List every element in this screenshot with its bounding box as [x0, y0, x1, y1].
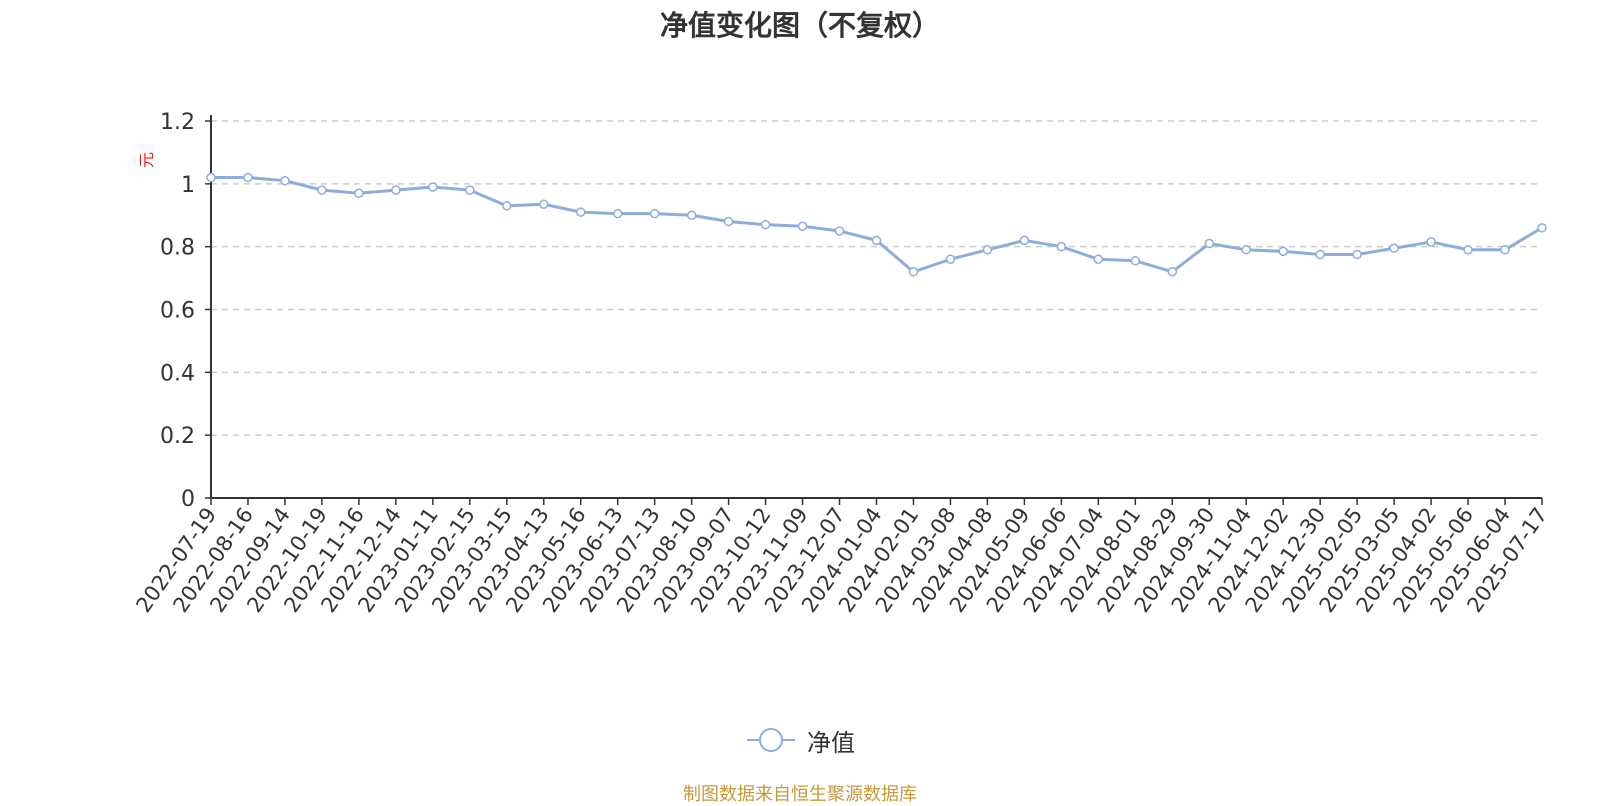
y-axis-label: 元: [137, 152, 156, 168]
data-point[interactable]: [1463, 245, 1473, 255]
data-point[interactable]: [908, 267, 919, 277]
data-point[interactable]: [1130, 256, 1141, 266]
y-tick-labels: 0 0.2 0.4 0.6 0.8 1 1.2: [160, 110, 195, 512]
data-point[interactable]: [428, 182, 438, 192]
series-line: [209, 176, 1544, 274]
data-point[interactable]: [1019, 235, 1030, 246]
data-point[interactable]: [1278, 246, 1288, 257]
data-point[interactable]: [317, 185, 327, 195]
data-point[interactable]: [391, 185, 401, 195]
data-point[interactable]: [612, 208, 623, 219]
data-point[interactable]: [760, 219, 771, 230]
gridlines: [211, 120, 1542, 436]
y-tick-label: 0.2: [160, 424, 195, 449]
y-tick-label: 0: [181, 487, 195, 512]
data-point[interactable]: [945, 254, 956, 264]
data-point[interactable]: [243, 172, 253, 183]
data-point[interactable]: [502, 201, 512, 211]
data-point[interactable]: [1389, 243, 1399, 253]
data-point[interactable]: [1315, 249, 1325, 260]
y-tick-label: 1.2: [160, 110, 195, 135]
data-point[interactable]: [723, 216, 734, 227]
x-tick-labels: 2022-07-192022-08-162022-09-142022-10-19…: [131, 503, 1552, 617]
y-tick-label: 0.6: [160, 299, 195, 324]
legend-line-circle-icon: [747, 728, 795, 752]
data-point[interactable]: [1537, 223, 1547, 233]
data-point[interactable]: [1204, 238, 1214, 249]
legend-label: 净值: [807, 728, 855, 757]
data-point[interactable]: [575, 207, 586, 217]
series-layer: [206, 172, 1547, 277]
data-point[interactable]: [834, 226, 845, 236]
y-tick-label: 1: [181, 173, 195, 198]
data-point[interactable]: [1241, 245, 1251, 255]
data-point[interactable]: [1056, 241, 1067, 252]
data-point[interactable]: [539, 199, 549, 210]
data-point[interactable]: [280, 175, 290, 186]
data-point[interactable]: [686, 210, 697, 220]
data-point[interactable]: [1167, 267, 1178, 277]
data-point[interactable]: [1500, 245, 1510, 255]
data-point[interactable]: [797, 221, 808, 231]
data-point[interactable]: [354, 188, 364, 199]
data-point[interactable]: [982, 245, 993, 255]
data-point[interactable]: [1426, 237, 1436, 247]
data-point[interactable]: [871, 235, 882, 246]
axes: [205, 115, 1543, 505]
legend[interactable]: 净值: [0, 722, 1600, 758]
chart-title: 净值变化图（不复权）: [659, 9, 940, 42]
data-point[interactable]: [1352, 249, 1362, 260]
y-tick-label: 0.4: [160, 361, 195, 386]
data-point[interactable]: [649, 208, 660, 219]
data-point[interactable]: [206, 172, 216, 183]
data-point[interactable]: [1093, 254, 1104, 264]
data-source-note: 制图数据来自恒生聚源数据库: [683, 784, 917, 805]
data-point[interactable]: [465, 185, 475, 195]
y-tick-label: 0.8: [160, 236, 195, 261]
